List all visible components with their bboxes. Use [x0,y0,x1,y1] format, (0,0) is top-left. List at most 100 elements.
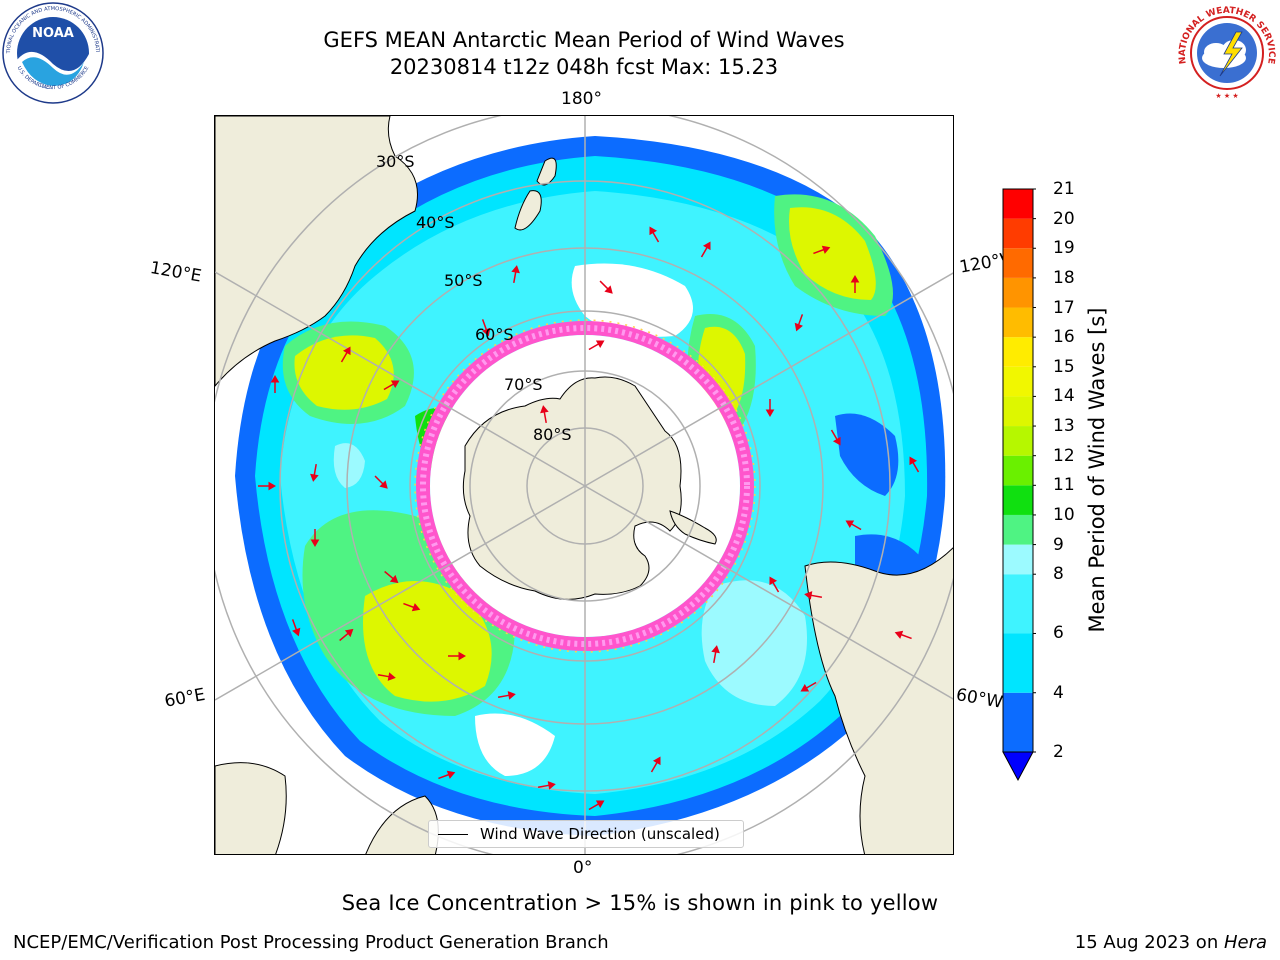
noaa-logo: NOAA NATIONAL OCEANIC AND ATMOSPHERIC AD… [2,2,104,104]
wave-direction-arrow [374,475,388,489]
colorbar-bin [1003,189,1033,219]
wave-direction-arrow [800,681,817,692]
colorbar-tick-label: 4 [1053,682,1064,703]
australia [215,116,418,387]
colorbar-bin [1003,366,1033,397]
colorbar-bin [1003,574,1033,634]
wave-direction-arrow [650,756,661,773]
antarctica [462,376,682,600]
colorbar-bin [1003,514,1033,545]
wave-direction-arrow [845,520,862,531]
wave-direction-arrow [340,346,351,363]
colorbar-tick-label: 18 [1053,267,1075,288]
svg-text:★ ★ ★: ★ ★ ★ [1215,92,1238,100]
africa [215,762,287,854]
colorbar-tick-label: 17 [1053,297,1075,318]
colorbar-bin [1003,426,1033,456]
wave-direction-arrow [270,375,280,393]
chart-title: GEFS MEAN Antarctic Mean Period of Wind … [323,28,845,52]
colorbar-bin [1003,248,1033,278]
colorbar-tick-label: 15 [1053,356,1075,377]
wave-direction-arrow [588,800,605,811]
svg-text:NOAA: NOAA [32,26,74,41]
wave-direction-arrow [403,602,421,612]
wave-direction-arrow [258,481,276,491]
lat-label-50s: 50°S [444,271,483,290]
lon-label-120e: 120°E [148,258,203,287]
lat-label-80s: 80°S [533,425,572,444]
graticule [215,116,953,854]
lon-label-60e: 60°E [163,684,207,712]
wave-direction-arrow [438,770,456,780]
wave-direction-arrow [711,645,720,664]
wave-direction-arrow [700,241,711,258]
colorbar-tick-label: 11 [1053,475,1075,496]
wave-direction-arrow [384,570,399,584]
colorbar-min-extension [1002,751,1034,782]
footer-producer: NCEP/EMC/Verification Post Processing Pr… [13,932,609,953]
colorbar-bin [1003,307,1033,338]
nws-logo: NATIONAL WEATHER SERVICE ★ ★ ★ [1177,3,1277,103]
wave-direction-arrow [310,529,320,547]
wave-direction-arrow [599,280,613,294]
wave-direction-arrow [804,591,823,600]
colorbar-bin [1003,455,1033,486]
wave-direction-arrow [511,265,520,284]
wave-direction-arrow [497,691,516,700]
south-america [804,547,953,854]
wave-direction-arrow [448,651,466,661]
map-svg [215,116,953,854]
wave-direction-arrow [649,226,660,243]
colorbar-bin [1003,544,1033,575]
lon-label-0: 0° [573,858,593,878]
colorbar-tick-label: 14 [1053,386,1075,407]
wave-direction-arrow [537,781,556,790]
lat-label-30s: 30°S [376,152,415,171]
colorbar-tick-label: 16 [1053,327,1075,348]
wave-direction-arrow [291,619,301,637]
wave-direction-arrow [909,456,920,473]
new-zealand-south [514,190,542,231]
colorbar-tick-label: 6 [1053,623,1064,644]
wave-direction-arrow [588,340,605,351]
wave-direction-arrow [310,463,319,482]
lon-label-180: 180° [561,89,602,109]
chart-subtitle: 20230814 t12z 048h fcst Max: 15.23 [389,55,779,79]
colorbar-bin [1003,396,1033,427]
wave-direction-arrow [481,319,491,337]
map-panel: Wind Wave Direction (unscaled) [214,115,954,855]
colorbar-bin [1003,692,1033,752]
wave-direction-arrow [765,399,775,417]
wave-direction-arrow [339,628,354,642]
legend-line-swatch [438,834,468,835]
colorbar-tick-label: 20 [1053,208,1075,229]
colorbar-bin [1003,633,1033,693]
wave-direction-arrow [377,672,396,681]
lat-label-70s: 70°S [504,375,543,394]
colorbar-tick-label: 8 [1053,564,1064,585]
lat-label-40s: 40°S [416,213,455,232]
footer-host: Hera [1223,932,1267,953]
wave-direction-arrow [894,630,912,640]
wave-direction-arrow [850,275,860,293]
sea-ice-note: Sea Ice Concentration > 15% is shown in … [341,891,939,915]
colorbar-tick-label: 12 [1053,445,1075,466]
colorbar-tick-label: 2 [1053,742,1064,762]
colorbar-tick-label: 21 [1053,179,1075,199]
map-legend: Wind Wave Direction (unscaled) [428,820,744,848]
wave-direction-arrow [383,380,400,391]
colorbar-bin [1003,485,1033,515]
colorbar-bin [1003,277,1033,308]
colorbar-tick-label: 13 [1053,416,1075,437]
colorbar-bin [1003,337,1033,367]
landmasses [215,116,953,854]
colorbar-bins [1003,189,1033,752]
colorbar-tick-label: 19 [1053,238,1075,259]
lon-label-60w: 60°W [954,685,1005,713]
lat-label-60s: 60°S [475,325,514,344]
colorbar [1002,188,1036,782]
wave-direction-arrow [830,429,841,446]
wind-wave-arrows [258,226,920,811]
footer-timestamp: 15 Aug 2023 on Hera [1074,932,1267,953]
wave-direction-arrow [794,314,804,332]
